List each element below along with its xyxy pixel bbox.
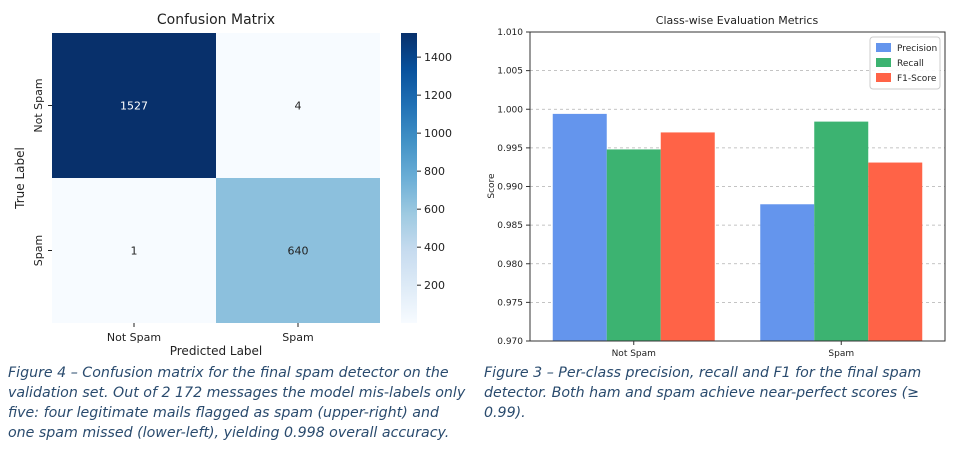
cm-y-tick-label: Spam (32, 235, 45, 266)
colorbar-tick-label: 800 (424, 165, 445, 178)
y-tick-label: 0.970 (497, 337, 523, 347)
y-tick-label: 0.985 (497, 221, 523, 231)
cm-cell-value: 4 (295, 100, 302, 113)
y-tick-label: 1.010 (497, 28, 523, 38)
cm-cell-value: 1527 (120, 100, 148, 113)
right-figure-caption: Figure 3 – Per-class precision, recall a… (484, 365, 922, 421)
cm-y-axis-label: True Label (13, 147, 27, 210)
metrics-bar-chart: Class-wise Evaluation Metrics 0.970 0.975… (487, 14, 946, 359)
bar-f1-score (660, 132, 715, 341)
cm-cell (52, 178, 216, 323)
cm-cell (52, 33, 216, 178)
cm-cell-value: 1 (131, 245, 138, 258)
colorbar-tick-label: 1000 (424, 127, 452, 140)
x-tick-label: Not Spam (612, 349, 656, 359)
cm-cell (216, 178, 380, 323)
colorbar-tick-label: 1400 (424, 51, 452, 64)
cm-y-tick-label: Not Spam (32, 78, 45, 132)
colorbar-tick-label: 200 (424, 279, 445, 292)
cm-x-tick-label: Spam (282, 331, 313, 344)
bar-chart-title: Class-wise Evaluation Metrics (656, 14, 819, 27)
confusion-matrix-chart: Confusion Matrix 1527 41 640 Not Spam Spam … (13, 12, 452, 358)
colorbar-tick-label: 1200 (424, 89, 452, 102)
left-figure-caption: Figure 4 – Confusion matrix for the fina… (8, 365, 466, 441)
legend-label: F1-Score (897, 74, 937, 84)
bar-recall (814, 121, 869, 341)
metrics-panel: Class-wise Evaluation Metrics 0.970 0.975… (478, 0, 957, 453)
colorbar-tick-label: 400 (424, 241, 445, 254)
legend-label: Recall (897, 59, 924, 69)
legend: Precision Recall F1-Score (869, 36, 941, 90)
colorbar (401, 33, 417, 323)
cm-cell-value: 640 (288, 245, 309, 258)
confusion-matrix-panel: Confusion Matrix 1527 4 1 640 Not Spam Spam … (0, 0, 470, 453)
y-tick-label: 1.005 (497, 67, 523, 77)
y-tick-label: 0.990 (497, 183, 523, 193)
bar-recall (606, 149, 661, 341)
legend-label: Precision (897, 44, 937, 54)
x-tick-label: Spam (828, 349, 854, 359)
cm-x-axis-label: Predicted Label (170, 344, 263, 358)
bar-y-axis-label: Score (487, 173, 497, 199)
y-tick-label: 0.995 (497, 144, 523, 154)
y-tick-label: 1.000 (497, 105, 523, 115)
y-tick-label: 0.975 (497, 298, 523, 308)
bar-precision (760, 204, 815, 341)
bar-f1-score (868, 162, 923, 341)
y-tick-label: 0.980 (497, 260, 523, 270)
legend-swatch (876, 43, 891, 52)
cm-x-tick-label: Not Spam (107, 331, 161, 344)
legend-swatch (876, 58, 891, 67)
colorbar-tick-label: 600 (424, 203, 445, 216)
cm-title: Confusion Matrix (157, 12, 275, 28)
cm-cell (216, 33, 380, 178)
bar-precision (552, 113, 607, 341)
legend-swatch (876, 73, 891, 82)
